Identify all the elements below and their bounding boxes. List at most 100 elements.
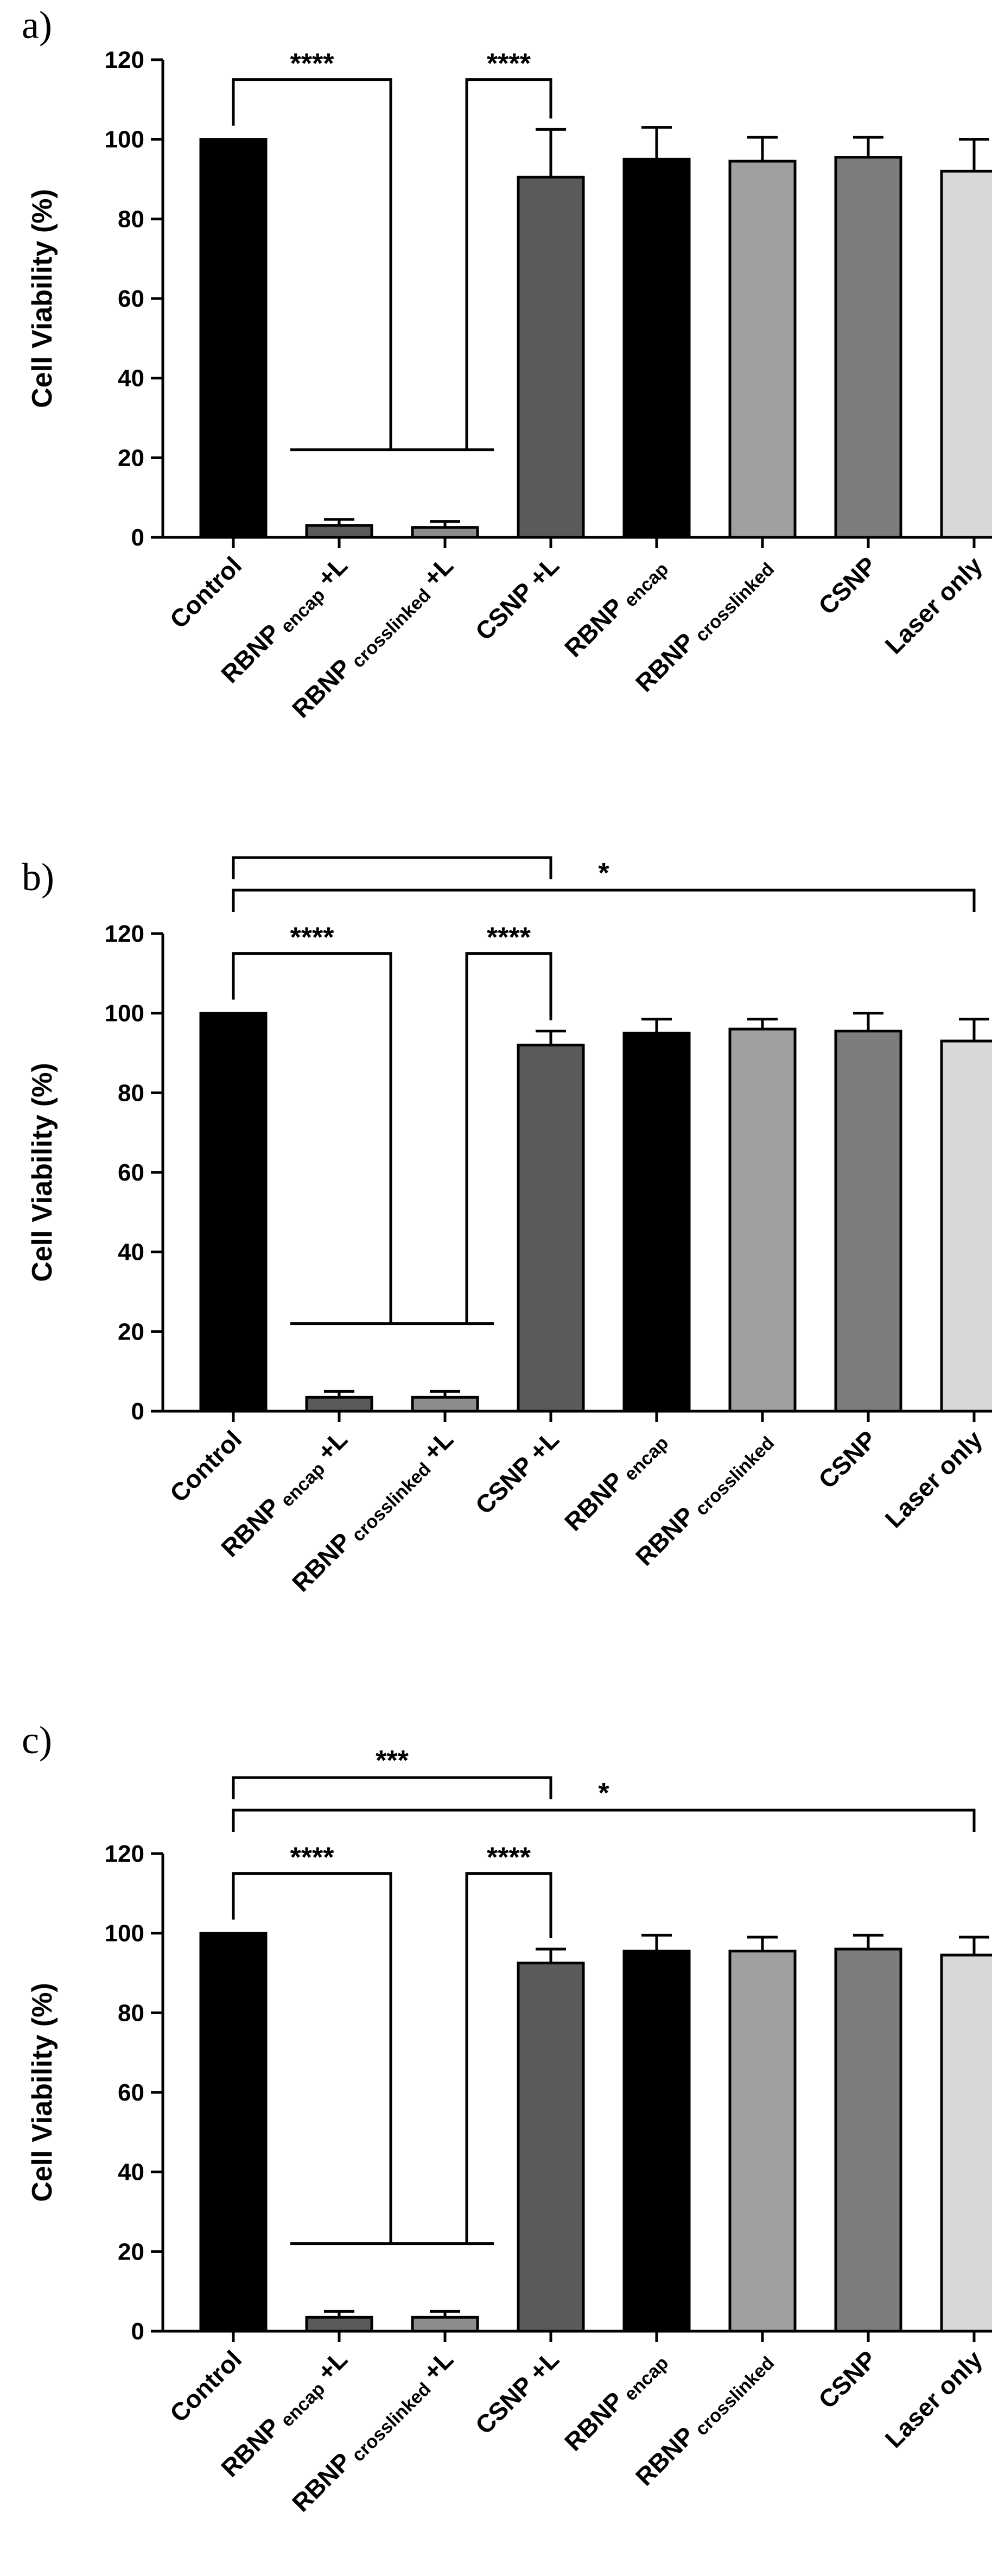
category-main: Laser only — [880, 1425, 988, 1533]
category-main: Control — [164, 1425, 247, 1507]
y-tick-label: 40 — [118, 1239, 144, 1266]
category-main: RBNP — [559, 1466, 629, 1536]
bar — [940, 169, 992, 539]
y-tick-label: 40 — [118, 2159, 144, 2186]
significance-label: **** — [487, 48, 531, 80]
category-main: CSNP — [813, 551, 882, 620]
category-main: RBNP — [287, 653, 357, 724]
category-main: RBNP — [215, 618, 285, 688]
category-main: CSNP — [813, 1425, 882, 1494]
category-main: RBNP — [630, 1501, 700, 1571]
y-tick-label: 100 — [105, 126, 144, 153]
x-category-label: CSNP — [813, 1425, 882, 1494]
category-main: RBNP — [559, 592, 629, 662]
significance-label: **** — [290, 1842, 335, 1874]
x-category-label: CSNP +L — [470, 2345, 564, 2439]
significance-label: **** — [487, 1842, 531, 1874]
bar — [622, 1950, 691, 2333]
category-subscript: encap — [273, 2378, 329, 2434]
category-subscript: crosslinked — [344, 2378, 435, 2469]
y-tick-label: 20 — [118, 2238, 144, 2265]
bar — [940, 1039, 992, 1413]
bar — [728, 1027, 797, 1413]
y-tick-label: 20 — [118, 1318, 144, 1345]
category-main: RBNP — [630, 2421, 700, 2491]
x-category-label: Control — [164, 551, 247, 633]
bar — [305, 1395, 373, 1413]
bar — [622, 157, 691, 539]
significance-label: **** — [290, 48, 335, 80]
y-axis-label: Cell Viability (%) — [27, 1983, 58, 2202]
significance-bracket — [465, 952, 552, 1324]
category-main: RBNP — [287, 1527, 357, 1597]
category-main: RBNP — [630, 627, 700, 697]
significance-top-bracket — [232, 1809, 976, 1832]
bar — [834, 1030, 902, 1413]
y-tick-label: 60 — [118, 1159, 144, 1186]
category-main: RBNP — [215, 1492, 285, 1562]
category-main: CSNP +L — [470, 2345, 564, 2439]
chart-panel-a: a) 0 20 40 60 80 100 120 Cell Viability (%) Contr… — [0, 0, 992, 847]
bar — [517, 1043, 585, 1413]
category-main: Control — [164, 2345, 247, 2427]
significance-bracket — [232, 1872, 392, 2244]
bar — [411, 526, 479, 539]
y-tick-label: 120 — [105, 47, 144, 73]
y-axis-label: Cell Viability (%) — [27, 1063, 58, 1282]
y-tick-label: 60 — [118, 2079, 144, 2106]
category-subscript: encap — [616, 2352, 672, 2408]
y-tick-label: 60 — [118, 285, 144, 312]
category-main: RBNP — [215, 2412, 285, 2482]
significance-label: * — [598, 858, 609, 889]
x-category-label: Laser only — [880, 2345, 988, 2453]
x-category-label: RBNP encap — [559, 2345, 672, 2458]
bar — [411, 2315, 479, 2333]
category-subscript: crosslinked — [688, 1432, 778, 1523]
y-tick-label: 80 — [118, 1080, 144, 1106]
x-category-label: CSNP — [813, 551, 882, 620]
category-main: Laser only — [880, 2345, 988, 2453]
bar — [199, 1012, 268, 1413]
y-tick-label: 20 — [118, 445, 144, 471]
category-main: Laser only — [880, 551, 988, 659]
x-category-label: Control — [164, 2345, 247, 2427]
y-tick-label: 40 — [118, 365, 144, 392]
significance-label: **** — [290, 922, 335, 954]
category-main: CSNP +L — [470, 551, 564, 645]
y-tick-label: 120 — [105, 921, 144, 947]
significance-bracket — [232, 952, 392, 1324]
chart-panel-b: b) 0 20 40 60 80 100 120 Cell Viability (%) Contr… — [0, 847, 992, 1693]
category-main: RBNP — [287, 2447, 357, 2517]
significance-bracket — [465, 78, 552, 450]
y-tick-label: 0 — [131, 1398, 144, 1425]
x-category-label: CSNP +L — [470, 551, 564, 645]
bar-chart-a: a) 0 20 40 60 80 100 120 Cell Viability (%) Contr… — [22, 3, 992, 724]
bar — [834, 156, 902, 539]
significance-top-bracket — [232, 856, 552, 879]
y-tick-label: 80 — [118, 2000, 144, 2026]
x-category-label: Laser only — [880, 551, 988, 659]
significance-label: * — [598, 1778, 609, 1809]
y-tick-label: 100 — [105, 1000, 144, 1027]
bar — [517, 175, 585, 539]
y-tick-label: 120 — [105, 1841, 144, 1867]
y-tick-label: 100 — [105, 1920, 144, 1947]
bar — [411, 1395, 479, 1413]
category-subscript: crosslinked — [688, 2352, 778, 2443]
chart-panel-c: c) 0 20 40 60 80 100 120 Cell Viability (%) Contr… — [0, 1710, 992, 2556]
bar — [199, 1932, 268, 2333]
category-main: CSNP — [813, 2345, 882, 2414]
category-subscript: encap — [616, 1432, 672, 1488]
category-subscript: crosslinked — [344, 585, 435, 675]
panel-label: b) — [22, 855, 54, 899]
significance-top-bracket — [232, 889, 976, 912]
bar — [834, 1947, 902, 2333]
panel-label: c) — [22, 1718, 52, 1762]
bar — [622, 1031, 691, 1413]
bar — [517, 1962, 585, 2333]
x-category-label: CSNP +L — [470, 1425, 564, 1519]
bar — [728, 160, 797, 539]
significance-bracket — [232, 78, 392, 450]
bar — [305, 2315, 373, 2333]
y-tick-label: 0 — [131, 524, 144, 551]
